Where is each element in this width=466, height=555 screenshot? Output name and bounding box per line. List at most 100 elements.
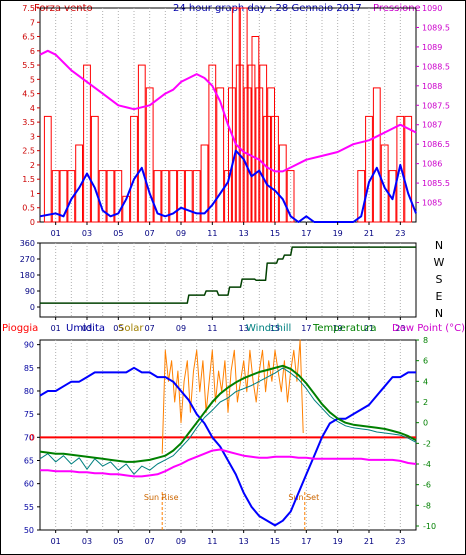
x-tick-label: 17 xyxy=(301,537,311,546)
wind-tick-label: 2.5 xyxy=(22,147,35,156)
x-tick-label: 23 xyxy=(395,229,405,238)
gust-bar xyxy=(200,144,209,223)
compass-label: S xyxy=(436,273,443,286)
temperature-tick-label: 6 xyxy=(423,357,428,366)
x-tick-label: 03 xyxy=(82,229,92,238)
x-tick-label: 05 xyxy=(113,324,123,333)
gust-bar xyxy=(137,64,146,223)
x-tick-label: 07 xyxy=(145,229,155,238)
wind-tick-label: 1 xyxy=(30,189,35,198)
x-tick-label: 01 xyxy=(51,229,61,238)
x-tick-label: 17 xyxy=(301,324,311,333)
x-tick-label: 21 xyxy=(364,324,374,333)
pressure-tick-label: 1090 xyxy=(422,4,442,13)
x-tick-label: 15 xyxy=(270,324,280,333)
gust-bar xyxy=(106,170,115,223)
compass-label: N xyxy=(435,307,443,320)
gust-bar xyxy=(286,170,295,223)
gust-bar xyxy=(388,170,397,223)
pressure-tick-label: 1085 xyxy=(422,199,442,208)
wind-tick-label: 7.5 xyxy=(22,4,35,13)
sunset-label: Sun Set xyxy=(288,493,319,502)
humidity-header: Umidita xyxy=(66,323,105,334)
x-tick-label: 21 xyxy=(364,229,374,238)
wind-tick-label: 0.5 xyxy=(22,204,35,213)
windchill-header: Windchill xyxy=(246,323,291,334)
pressure-tick-label: 1089.5 xyxy=(422,23,450,32)
rain-zero-label: 0 xyxy=(29,433,35,443)
x-tick-label: 03 xyxy=(82,324,92,333)
x-tick-label: 17 xyxy=(301,229,311,238)
wind-speed-line xyxy=(39,149,417,223)
gust-bar xyxy=(231,7,240,223)
gust-bar xyxy=(278,144,287,223)
gust-bar xyxy=(404,115,413,223)
temperature-tick-label: -4 xyxy=(423,460,431,469)
x-tick-label: 01 xyxy=(51,324,61,333)
pressure-tick-label: 1087 xyxy=(422,121,442,130)
dewpoint-line xyxy=(40,448,417,478)
x-tick-label: 13 xyxy=(239,324,249,333)
sunrise-label: Sun Rise xyxy=(144,493,179,502)
gust-bar xyxy=(372,87,381,223)
humidity-tick-label: 70 xyxy=(24,433,34,442)
humidity-tick-label: 80 xyxy=(24,387,34,396)
temperature-tick-label: 4 xyxy=(423,377,428,386)
x-tick-label: 19 xyxy=(333,537,343,546)
pressure-tick-label: 1088.5 xyxy=(422,62,450,71)
gust-bar xyxy=(59,170,68,223)
x-tick-label: 11 xyxy=(207,229,217,238)
x-tick-label: 01 xyxy=(51,537,61,546)
direction-tick-label: 360 xyxy=(20,239,35,248)
direction-tick-label: 180 xyxy=(20,271,35,280)
wind-tick-label: 0 xyxy=(30,218,35,227)
gust-bar xyxy=(216,87,225,223)
wind-tick-label: 1.5 xyxy=(22,175,35,184)
x-tick-label: 11 xyxy=(207,537,217,546)
pressure-tick-label: 1086.5 xyxy=(422,140,450,149)
wind-tick-label: 2 xyxy=(30,161,35,170)
temperature-tick-label: -8 xyxy=(423,501,431,510)
windchill-line xyxy=(39,367,417,475)
x-tick-label: 07 xyxy=(145,324,155,333)
x-tick-label: 13 xyxy=(239,229,249,238)
compass-label: E xyxy=(436,290,443,303)
gust-bar xyxy=(122,195,131,223)
gust-bar xyxy=(169,170,178,223)
x-tick-label: 05 xyxy=(113,537,123,546)
x-tick-label: 09 xyxy=(176,229,186,238)
pressure-tick-label: 1086 xyxy=(422,160,442,169)
gust-bar xyxy=(192,170,201,223)
solar-line xyxy=(161,339,304,454)
gust-bar xyxy=(130,115,138,223)
gust-bar xyxy=(67,170,76,223)
x-tick-label: 23 xyxy=(395,324,405,333)
wind-tick-label: 5.5 xyxy=(22,61,35,70)
gust-bar xyxy=(98,170,107,223)
x-tick-label: 19 xyxy=(333,229,343,238)
humidity-tick-label: 65 xyxy=(24,456,34,465)
solar-header: Solar xyxy=(118,323,144,334)
gust-bar xyxy=(43,115,52,223)
temperature-tick-label: 0 xyxy=(423,419,428,428)
wind-tick-label: 3 xyxy=(30,132,35,141)
wind-tick-label: 6 xyxy=(30,47,35,56)
x-tick-label: 15 xyxy=(270,229,280,238)
pressure-tick-label: 1087.5 xyxy=(422,101,450,110)
x-tick-label: 07 xyxy=(145,537,155,546)
compass-label: W xyxy=(434,256,445,269)
gust-bar xyxy=(153,170,162,223)
humidity-tick-label: 75 xyxy=(24,410,34,419)
wind-pressure-panel: 0 0.5 1 1.5 2 2.5 3 3.5 4 4.5 5 5.5 6 6.5 7 7.5 1085 1085… xyxy=(22,4,450,238)
direction-tick-label: 0 xyxy=(30,303,35,312)
dewpoint-header: Dew Point (°C) xyxy=(392,323,465,334)
gust-bar xyxy=(380,144,389,223)
x-tick-label: 03 xyxy=(82,537,92,546)
gust-bar xyxy=(259,64,268,223)
pressure-tick-label: 1089 xyxy=(422,43,442,52)
wind-tick-label: 3.5 xyxy=(22,118,35,127)
wind-tick-label: 5 xyxy=(30,75,35,84)
x-tick-label: 21 xyxy=(364,537,374,546)
wind-tick-label: 6.5 xyxy=(22,33,35,42)
pressure-tick-label: 1088 xyxy=(422,82,442,91)
